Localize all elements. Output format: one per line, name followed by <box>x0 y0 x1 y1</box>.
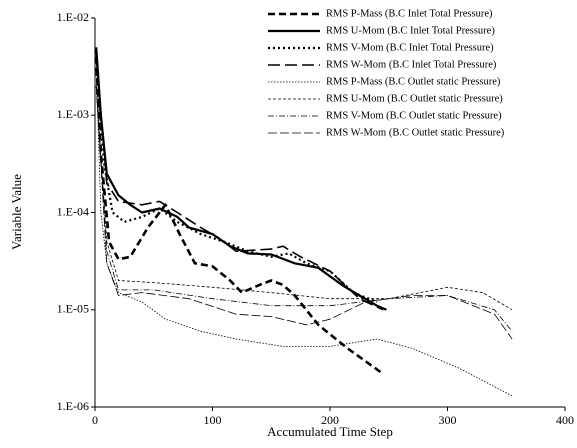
y-tick-label: 1.E-06 <box>57 399 89 413</box>
y-tick-label: 1.E-03 <box>57 107 89 121</box>
series-line <box>94 56 384 375</box>
series-line <box>95 56 384 311</box>
y-tick-label: 1.E-04 <box>57 204 89 218</box>
x-tick-label: 400 <box>556 413 574 427</box>
series-line <box>95 85 513 332</box>
legend-label: RMS P-Mass (B.C Inlet Total Pressure) <box>326 8 493 19</box>
y-tick-label: 1.E-02 <box>57 10 89 24</box>
x-tick-label: 300 <box>439 413 457 427</box>
legend-label: RMS W-Mom (B.C Inlet Total Pressure) <box>326 59 497 70</box>
series-line <box>95 47 387 311</box>
series-line <box>95 68 513 397</box>
y-axis-title: Variable Value <box>9 174 24 250</box>
series-line <box>95 85 513 340</box>
x-tick-label: 100 <box>204 413 222 427</box>
legend-label: RMS U-Mom (B.C Inlet Total Pressure) <box>326 25 495 36</box>
legend-label: RMS W-Mom (B.C Outlet static Pressure) <box>326 127 505 138</box>
legend-label: RMS V-Mom (B.C Inlet Total Pressure) <box>326 42 494 53</box>
series-line <box>95 68 378 304</box>
x-axis-title: Accumulated Time Step <box>267 424 393 439</box>
x-tick-label: 200 <box>321 413 339 427</box>
legend-label: RMS U-Mom (B.C Outlet static Pressure) <box>326 93 503 104</box>
y-tick-label: 1.E-05 <box>57 302 89 316</box>
legend-label: RMS V-Mom (B.C Outlet static Pressure) <box>326 110 502 121</box>
legend-label: RMS P-Mass (B.C Outlet static Pressure) <box>326 76 501 87</box>
x-tick-label: 0 <box>92 413 98 427</box>
